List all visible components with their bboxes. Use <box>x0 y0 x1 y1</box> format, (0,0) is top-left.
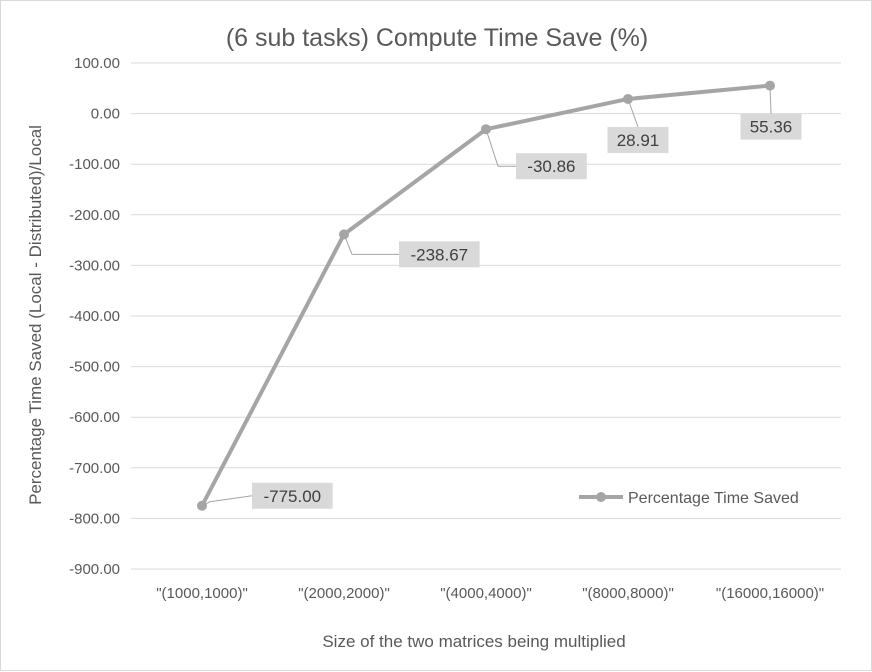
data-label-box <box>252 482 333 509</box>
y-tick-label: 100.00 <box>74 55 120 72</box>
y-tick-label: -300.00 <box>69 257 120 274</box>
x-axis-label: Size of the two matrices being multiplie… <box>322 632 625 651</box>
data-label-box <box>607 126 669 153</box>
data-labels: -775.00 -238.67 -30.86 28.91 55.36 <box>201 85 802 509</box>
chart-title: (6 sub tasks) Compute Time Save (%) <box>226 24 648 52</box>
label-leader-line <box>343 234 399 255</box>
y-tick-label: -900.00 <box>69 561 120 578</box>
x-tick-label: "(16000,16000)" <box>716 585 824 602</box>
legend-point-marker <box>596 492 606 502</box>
y-tick-label: -200.00 <box>69 207 120 224</box>
y-tick-label: -700.00 <box>69 460 120 477</box>
data-label: -775.00 <box>263 487 321 506</box>
y-tick-label: -600.00 <box>69 409 120 426</box>
label-leader-line <box>201 495 253 507</box>
x-tick-label: "(2000,2000)" <box>298 585 390 602</box>
legend: Percentage Time Saved <box>579 490 799 507</box>
x-tick-label: "(8000,8000)" <box>582 585 674 602</box>
data-label: -30.86 <box>527 157 575 176</box>
label-leader-line <box>769 85 772 114</box>
data-label-box <box>740 113 802 140</box>
data-label: -238.67 <box>410 245 468 264</box>
y-tick-label: -100.00 <box>69 156 120 173</box>
y-tick-label: 0.00 <box>91 106 120 123</box>
legend-entry: Percentage Time Saved <box>628 490 799 507</box>
series-percentage-time-saved <box>197 80 775 511</box>
y-axis-ticks: 100.00 0.00 -100.00 -200.00 -300.00 -400.00 -5… <box>69 55 120 578</box>
gridlines <box>131 62 841 570</box>
y-tick-label: -500.00 <box>69 359 120 376</box>
y-axis-label: Percentage Time Saved (Local - Distribut… <box>26 125 45 505</box>
label-leader-line <box>627 98 639 128</box>
x-tick-label: "(4000,4000)" <box>440 585 532 602</box>
data-label-box <box>399 241 480 268</box>
data-label-box <box>516 153 587 180</box>
series-line <box>200 83 772 508</box>
x-tick-label: "(1000,1000)" <box>156 585 248 602</box>
label-leader-line <box>485 129 516 167</box>
y-tick-label: -800.00 <box>69 510 120 527</box>
data-label: 28.91 <box>617 131 660 150</box>
data-label: 55.36 <box>750 118 793 137</box>
y-tick-label: -400.00 <box>69 308 120 325</box>
x-axis-ticks: "(1000,1000)" "(2000,2000)" "(4000,4000)" "… <box>156 585 824 602</box>
